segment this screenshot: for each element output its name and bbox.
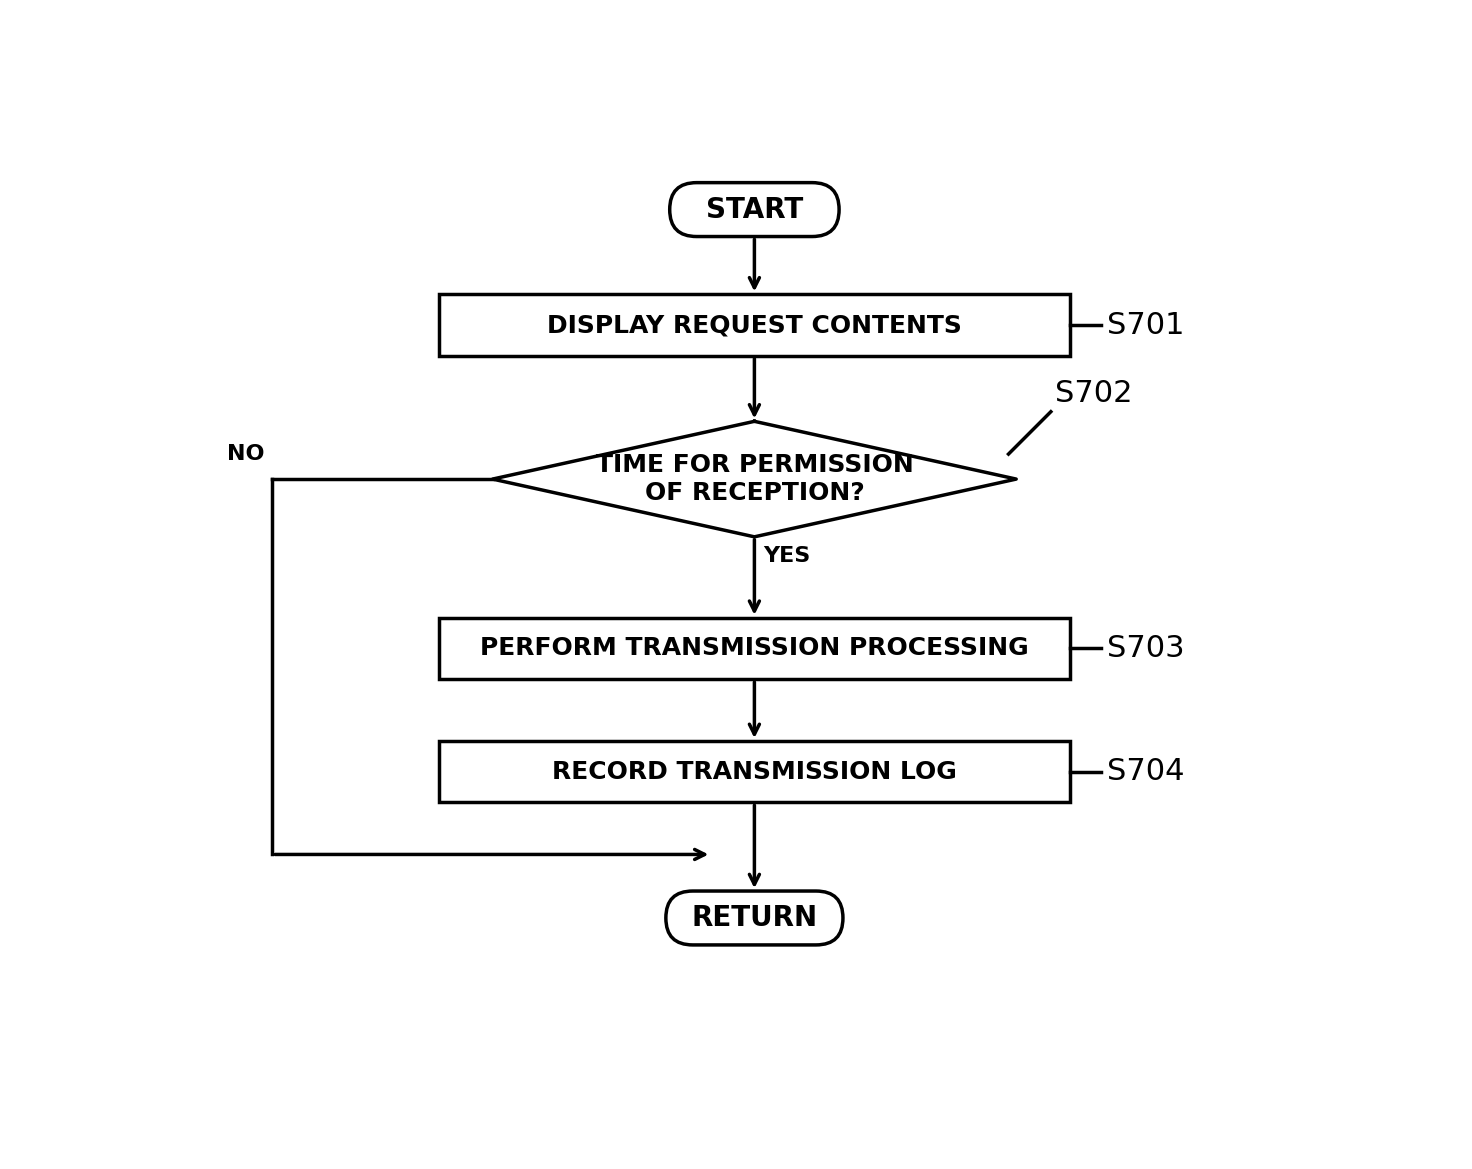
- Text: S702: S702: [1055, 379, 1132, 408]
- Text: S703: S703: [1107, 634, 1185, 663]
- Text: RECORD TRANSMISSION LOG: RECORD TRANSMISSION LOG: [552, 760, 957, 783]
- Text: S701: S701: [1107, 311, 1185, 339]
- FancyBboxPatch shape: [670, 182, 839, 236]
- Bar: [439, 295, 1070, 355]
- Text: YES: YES: [764, 546, 811, 566]
- Text: TIME FOR PERMISSION
OF RECEPTION?: TIME FOR PERMISSION OF RECEPTION?: [596, 454, 913, 505]
- Text: S704: S704: [1107, 758, 1185, 787]
- Text: PERFORM TRANSMISSION PROCESSING: PERFORM TRANSMISSION PROCESSING: [480, 636, 1029, 660]
- Text: START: START: [705, 195, 804, 223]
- Text: RETURN: RETURN: [692, 904, 817, 932]
- FancyBboxPatch shape: [665, 891, 843, 945]
- Polygon shape: [493, 421, 1016, 537]
- Bar: [439, 741, 1070, 802]
- Text: DISPLAY REQUEST CONTENTS: DISPLAY REQUEST CONTENTS: [548, 313, 961, 337]
- Text: NO: NO: [227, 444, 265, 464]
- Bar: [439, 617, 1070, 679]
